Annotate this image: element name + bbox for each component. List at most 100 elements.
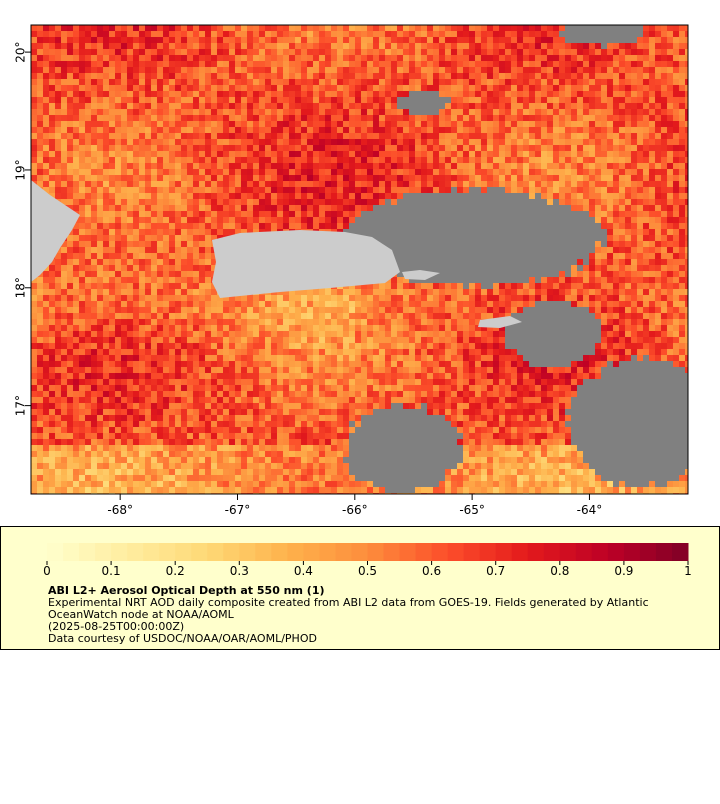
raster-cell (229, 157, 235, 163)
raster-cell (127, 193, 133, 199)
raster-cell (211, 91, 217, 97)
raster-cell (127, 241, 133, 247)
raster-cell (271, 151, 277, 157)
raster-cell (265, 139, 271, 145)
raster-cell (229, 109, 235, 115)
raster-cell (139, 187, 145, 193)
raster-cell (361, 103, 367, 109)
raster-cell (361, 151, 367, 157)
raster-cell (91, 97, 97, 103)
raster-cell (289, 25, 295, 31)
raster-cell (511, 229, 517, 235)
raster-cell (511, 163, 517, 169)
raster-cell (37, 139, 43, 145)
raster-cell (277, 295, 283, 301)
raster-cell (493, 61, 499, 67)
raster-cell (217, 49, 223, 55)
raster-cell (343, 205, 349, 211)
raster-cell (487, 157, 493, 163)
raster-cell (547, 55, 553, 61)
raster-cell (481, 259, 487, 265)
raster-cell (355, 121, 361, 127)
raster-cell (517, 259, 523, 265)
raster-cell (373, 37, 379, 43)
raster-cell (91, 25, 97, 31)
raster-cell (625, 25, 631, 31)
raster-cell (589, 181, 595, 187)
raster-cell (193, 115, 199, 121)
raster-cell (259, 115, 265, 121)
raster-cell (655, 49, 661, 55)
raster-cell (265, 163, 271, 169)
raster-cell (559, 91, 565, 97)
raster-cell (31, 169, 37, 175)
raster-cell (565, 265, 571, 271)
raster-cell (139, 91, 145, 97)
raster-cell (571, 193, 577, 199)
raster-cell (493, 151, 499, 157)
raster-cell (637, 259, 643, 265)
raster-cell (667, 37, 673, 43)
raster-cell (463, 49, 469, 55)
raster-cell (271, 91, 277, 97)
raster-cell (265, 157, 271, 163)
raster-cell (295, 97, 301, 103)
raster-cell (481, 61, 487, 67)
raster-cell (589, 211, 595, 217)
raster-cell (307, 103, 313, 109)
raster-cell (637, 37, 643, 43)
raster-cell (631, 91, 637, 97)
raster-cell (157, 163, 163, 169)
raster-cell (193, 91, 199, 97)
raster-cell (595, 79, 601, 85)
raster-cell (673, 85, 679, 91)
raster-cell (679, 235, 685, 241)
raster-cell (547, 211, 553, 217)
raster-cell (409, 169, 415, 175)
raster-cell (685, 73, 688, 79)
raster-cell (229, 223, 235, 229)
raster-cell (145, 259, 151, 265)
raster-cell (535, 253, 541, 259)
raster-cell (667, 253, 673, 259)
raster-cell (433, 115, 439, 121)
raster-cell (199, 295, 205, 301)
raster-cell (31, 115, 37, 121)
raster-cell (259, 49, 265, 55)
raster-cell (103, 49, 109, 55)
raster-cell (67, 241, 73, 247)
raster-cell (109, 121, 115, 127)
raster-cell (487, 55, 493, 61)
raster-cell (343, 49, 349, 55)
raster-cell (31, 43, 37, 49)
raster-cell (235, 115, 241, 121)
raster-cell (577, 205, 583, 211)
raster-cell (259, 109, 265, 115)
raster-cell (415, 115, 421, 121)
raster-cell (511, 121, 517, 127)
raster-cell (55, 115, 61, 121)
raster-cell (637, 115, 643, 121)
raster-cell (427, 211, 433, 217)
raster-cell (619, 157, 625, 163)
raster-cell (649, 109, 655, 115)
raster-cell (253, 295, 259, 301)
raster-cell (451, 163, 457, 169)
raster-cell (547, 133, 553, 139)
raster-cell (583, 193, 589, 199)
raster-cell (337, 79, 343, 85)
raster-cell (463, 37, 469, 43)
raster-cell (535, 157, 541, 163)
raster-cell (367, 73, 373, 79)
raster-cell (145, 187, 151, 193)
raster-cell (139, 97, 145, 103)
raster-cell (409, 259, 415, 265)
raster-cell (391, 229, 397, 235)
raster-cell (55, 37, 61, 43)
raster-cell (127, 73, 133, 79)
raster-cell (283, 25, 289, 31)
raster-cell (241, 151, 247, 157)
raster-cell (451, 175, 457, 181)
raster-cell (505, 103, 511, 109)
raster-cell (181, 31, 187, 37)
